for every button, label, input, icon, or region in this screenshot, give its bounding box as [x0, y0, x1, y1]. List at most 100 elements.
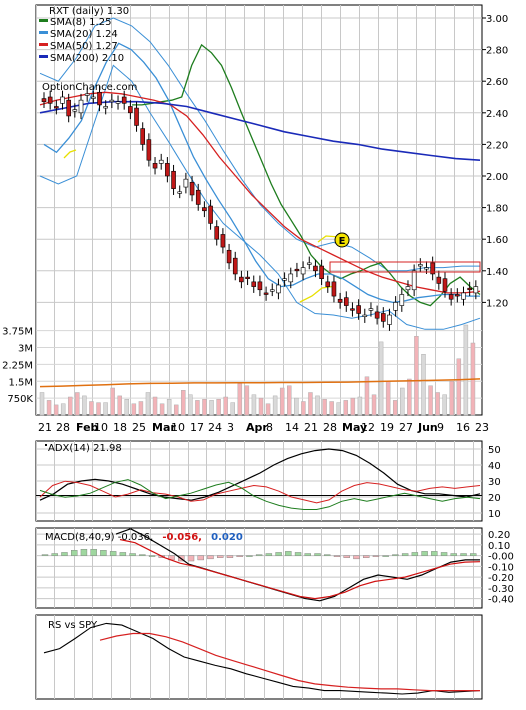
candle-body	[294, 268, 300, 272]
rs-frame	[35, 614, 483, 700]
date-tick-label: 12	[361, 421, 375, 434]
macd-histogram-bar	[226, 555, 234, 558]
date-tick-label: 3	[227, 421, 234, 434]
candle-body	[239, 276, 244, 283]
minus-di-line	[39, 479, 481, 510]
candle-body	[47, 96, 53, 104]
candle-body	[72, 109, 78, 112]
macd-histogram-bar	[353, 555, 360, 560]
candle-body	[387, 314, 392, 325]
candle-body	[146, 139, 152, 161]
source-label: OptionChance.com	[42, 82, 137, 93]
volume-bar	[336, 402, 341, 416]
candle-body	[393, 302, 398, 311]
date-tick-label: 9	[437, 421, 444, 434]
macd-histogram-bar	[265, 553, 273, 556]
candle-body	[128, 106, 133, 114]
date-tick-label: 21	[304, 421, 318, 434]
candle-body	[448, 294, 454, 300]
volume-bar	[230, 402, 235, 416]
macd-histogram-bar	[392, 554, 399, 556]
volume-bars	[39, 324, 481, 416]
volume-tick-label: 2.25M	[2, 360, 33, 371]
price-tick-label: 1.80	[486, 204, 508, 215]
adx-tick-label: 30	[488, 477, 501, 488]
legend-swatch	[39, 19, 48, 22]
volume-tick-label: 1.5M	[8, 377, 33, 388]
volume-bar	[110, 387, 115, 416]
volume-bar	[294, 397, 299, 416]
ticker-label: RXT (daily) 1.30	[49, 6, 129, 17]
candle-body	[66, 99, 71, 117]
volume-bar	[188, 394, 193, 416]
date-tick-label: 10	[171, 421, 185, 434]
candle-body	[399, 294, 405, 306]
earnings-marker: E	[334, 232, 350, 248]
candle-body	[325, 281, 331, 287]
macd-tick-label: 0.20	[488, 530, 510, 541]
macd-histogram-bar	[382, 555, 389, 557]
macd-histogram-bar	[363, 555, 370, 558]
volume-bar	[159, 403, 165, 416]
volume-bar	[421, 354, 426, 416]
candle-body	[436, 276, 442, 284]
date-tick-label: 28	[323, 421, 337, 434]
volume-bar	[53, 404, 59, 416]
macd-axis: 0.200.10-0.00-0.10-0.20-0.30-0.40	[488, 530, 514, 605]
macd-signal-value: -0.056,	[162, 532, 202, 543]
volume-bar	[166, 399, 172, 416]
volume-bar	[244, 385, 250, 416]
volume-bar	[68, 396, 73, 416]
volume-bar	[350, 397, 356, 416]
macd-histogram-bar	[470, 553, 477, 556]
volume-bar	[209, 400, 214, 416]
candle-body	[411, 270, 417, 291]
macd-histogram-bar	[246, 555, 253, 557]
legend-swatch	[39, 31, 48, 34]
macd-lines	[115, 528, 481, 602]
volume-bar	[435, 392, 440, 416]
date-tick-label: 10	[94, 421, 108, 434]
macd-frame	[35, 527, 483, 609]
date-tick-label: 21	[38, 421, 52, 434]
volume-bar	[343, 400, 349, 416]
macd-histogram-bar	[285, 551, 292, 556]
macd-histogram-bar	[440, 552, 448, 556]
volume-bar	[152, 396, 158, 416]
date-tick-label: 8	[266, 421, 273, 434]
price-tick-label: 3.00	[486, 14, 508, 25]
price-tick-label: 1.20	[486, 298, 508, 309]
volume-bar	[138, 401, 144, 416]
candle-body	[232, 257, 238, 275]
date-tick-label: Feb	[76, 421, 99, 434]
volume-bar	[463, 324, 469, 416]
candle-body	[430, 262, 435, 275]
volume-bar	[301, 401, 306, 416]
volume-bar	[145, 392, 151, 416]
macd-histogram-bar	[187, 555, 195, 562]
volume-bar	[371, 394, 377, 416]
volume-tick-label: 3M	[18, 344, 33, 355]
volume-bar	[378, 341, 384, 416]
candle-body	[177, 191, 183, 194]
candle-body	[455, 294, 460, 297]
price-tick-label: 2.60	[486, 77, 508, 88]
sma-line	[39, 91, 481, 294]
volume-bar	[364, 376, 370, 416]
macd-histogram-bar	[324, 554, 331, 556]
volume-bar	[124, 399, 130, 416]
volume-bar	[46, 400, 52, 416]
candle-body	[473, 286, 479, 294]
candle-body	[282, 278, 287, 281]
price-tick-label: 2.20	[486, 140, 508, 151]
volume-bar	[456, 358, 462, 416]
adx-lines	[39, 448, 481, 510]
candle-body	[288, 273, 294, 283]
legend-label: SMA(8) 1.25	[50, 17, 111, 28]
macd-histogram-bar	[401, 553, 409, 556]
volume-bar	[117, 395, 122, 416]
macd-histogram-bar	[411, 552, 419, 556]
